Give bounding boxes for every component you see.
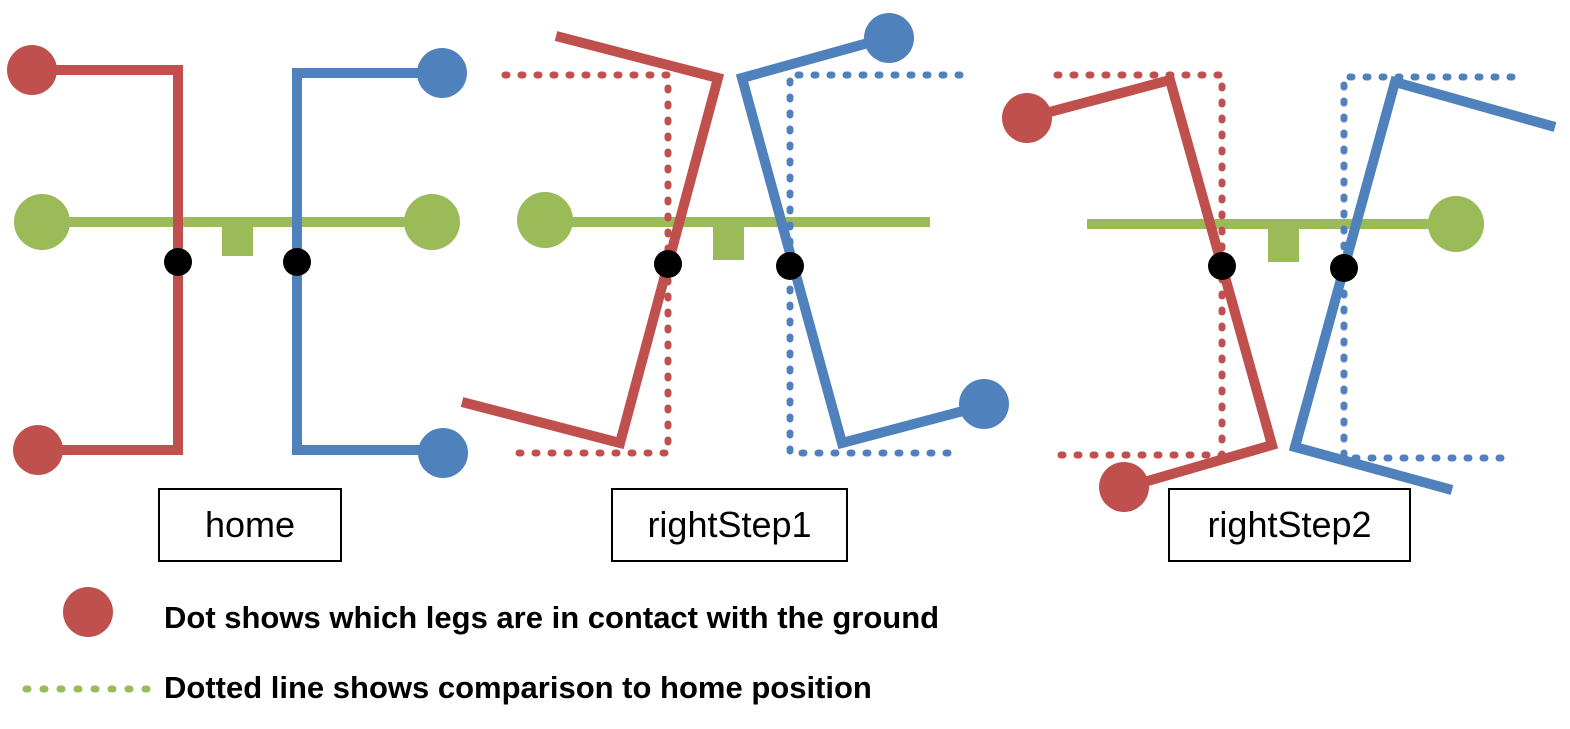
home-blue-pivot: [283, 248, 311, 276]
legend-contact-dot: [63, 587, 113, 637]
step1-body-left-dot: [517, 192, 573, 248]
step1-red-home-dotted: [501, 71, 672, 457]
home-body-left-dot: [14, 194, 70, 250]
home-red-bottom-foot: [13, 425, 63, 475]
home-blue-leg: [292, 68, 442, 455]
step2-red-pivot: [1208, 252, 1236, 280]
home-body-marker: [222, 222, 253, 256]
step1-red-leg: [460, 31, 725, 450]
legend-contact-text: Dot shows which legs are in contact with…: [164, 600, 940, 635]
step1-blue-top-foot: [864, 13, 914, 63]
caption-right-step2: rightStep2: [1168, 488, 1411, 562]
step1-blue-pivot: [776, 252, 804, 280]
step2-red-home-dotted: [1053, 71, 1226, 459]
caption-home: home: [158, 488, 342, 562]
step2-red-leg: [1025, 73, 1279, 492]
panel-right-step1: [460, 13, 1009, 457]
step2-red-bottom-foot: [1099, 462, 1149, 512]
panel-home: [7, 45, 468, 478]
legend-dotted-text: Dotted line shows comparison to home pos…: [164, 670, 872, 705]
home-red-top-foot: [7, 45, 57, 95]
home-body-right-dot: [404, 194, 460, 250]
step1-body-marker: [713, 222, 744, 260]
step1-blue-bottom-foot: [959, 379, 1009, 429]
step1-blue-home-dotted: [786, 71, 964, 457]
home-red-pivot: [164, 248, 192, 276]
caption-right-step1: rightStep1: [611, 488, 848, 562]
panel-right-step2: [1002, 71, 1557, 512]
step2-body-right-dot: [1428, 196, 1484, 252]
step1-red-pivot: [654, 250, 682, 278]
step2-red-top-foot: [1002, 93, 1052, 143]
home-red-leg: [32, 65, 183, 455]
step1-blue-leg: [735, 33, 984, 450]
step2-blue-home-dotted: [1340, 73, 1516, 462]
home-blue-top-foot: [417, 48, 467, 98]
step2-blue-leg: [1288, 75, 1557, 495]
home-blue-bottom-foot: [418, 428, 468, 478]
step2-body-marker: [1268, 224, 1299, 262]
step2-blue-pivot: [1330, 254, 1358, 282]
